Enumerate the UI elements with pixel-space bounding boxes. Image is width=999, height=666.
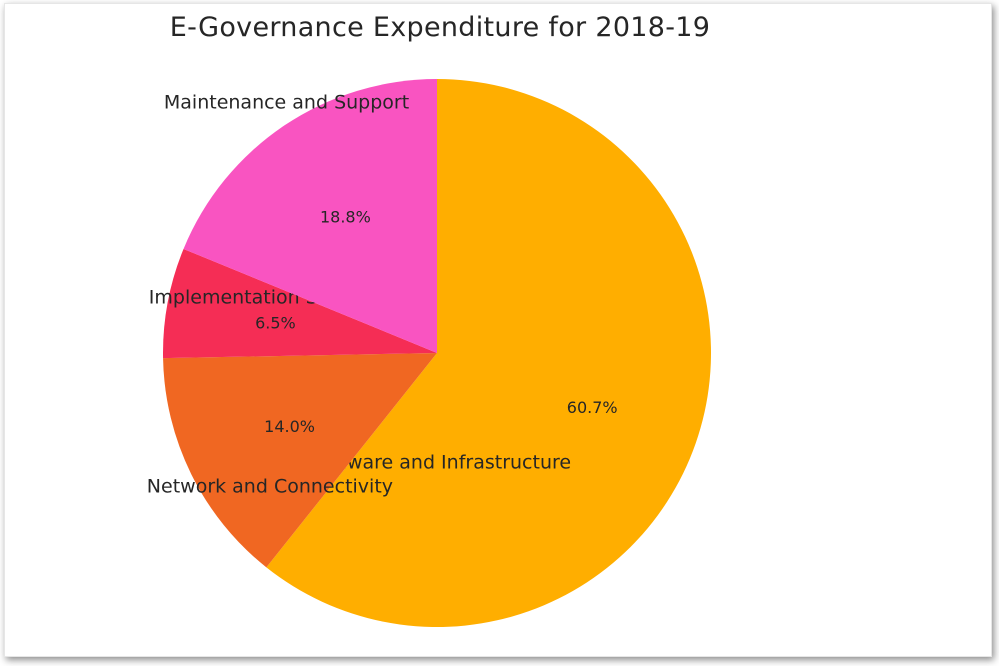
pct-label: 18.8%	[320, 208, 371, 227]
pie-slice-implementation-services	[163, 248, 437, 359]
slice-label: Network and Connectivity	[147, 475, 393, 497]
pie-slice-network-and-connectivity	[163, 353, 438, 568]
slice-label: Hardware and Infrastructure	[302, 451, 572, 473]
pct-label: 6.5%	[255, 314, 296, 333]
pie-slice-hardware-and-infrastructure	[266, 79, 711, 627]
pct-label: 14.0%	[264, 417, 315, 436]
pie-slice-maintenance-and-support	[183, 79, 437, 353]
pct-label: 60.7%	[567, 398, 618, 417]
chart-title: E-Governance Expenditure for 2018-19	[169, 12, 711, 43]
slice-label: Maintenance and Support	[164, 92, 409, 114]
